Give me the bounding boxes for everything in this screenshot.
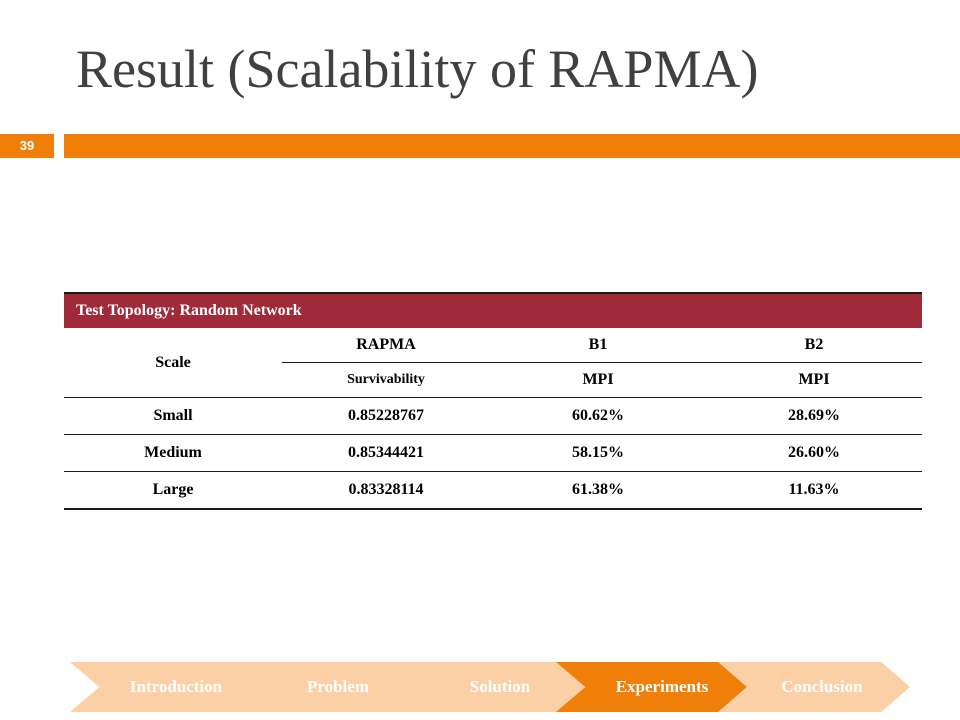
row-scale: Large [64,471,282,510]
slide-title: Result (Scalability of RAPMA) [76,39,759,99]
nav-step-experiments[interactable]: Experiments [556,662,752,712]
nav-step-conclusion[interactable]: Conclusion [718,662,910,712]
nav-step-problem[interactable]: Problem [232,662,428,712]
results-table: Test Topology: Random Network Scale RAPM… [64,292,922,510]
column-header-b2: B2 [804,336,824,353]
row-scale: Small [64,397,282,435]
row-rapma: 0.85344421 [282,434,490,472]
row-b2: 11.63% [706,471,922,510]
row-b2: 28.69% [706,397,922,435]
row-rapma: 0.85228767 [282,397,490,435]
table-row: Medium 0.85344421 58.15% 26.60% [64,434,922,472]
nav-step-label: Problem [306,677,369,696]
column-header-rapma: RAPMA [356,336,416,353]
title-underline-bar [64,134,960,158]
metric-row: Survivability MPI MPI [64,362,922,398]
row-rapma: 0.83328114 [282,471,490,510]
nav-step-label: Introduction [129,677,223,696]
page-number: 39 [0,134,54,158]
progress-nav: Introduction Problem Solution Experiment… [70,662,910,712]
metric-header-b2: MPI [706,362,922,398]
row-b1: 60.62% [490,397,706,435]
row-b1: 61.38% [490,471,706,510]
column-header-b1: B1 [588,336,608,353]
row-b1: 58.15% [490,434,706,472]
nav-step-label: Conclusion [781,677,863,696]
table-header: Test Topology: Random Network [64,292,922,328]
nav-step-solution[interactable]: Solution [394,662,590,712]
metric-header-b1: MPI [490,362,706,398]
nav-step-introduction[interactable]: Introduction [70,662,266,712]
row-b2: 26.60% [706,434,922,472]
table-header-row: Test Topology: Random Network [64,292,922,328]
table-row: Large 0.83328114 61.38% 11.63% [64,471,922,510]
column-name-row: Scale RAPMA B1 B2 [64,328,922,371]
row-scale: Medium [64,434,282,472]
table-row: Small 0.85228767 60.62% 28.69% [64,397,922,435]
scale-header: Scale [155,353,191,371]
nav-step-label: Experiments [615,677,709,696]
nav-step-label: Solution [469,677,531,696]
metric-header-rapma: Survivability [282,362,490,398]
